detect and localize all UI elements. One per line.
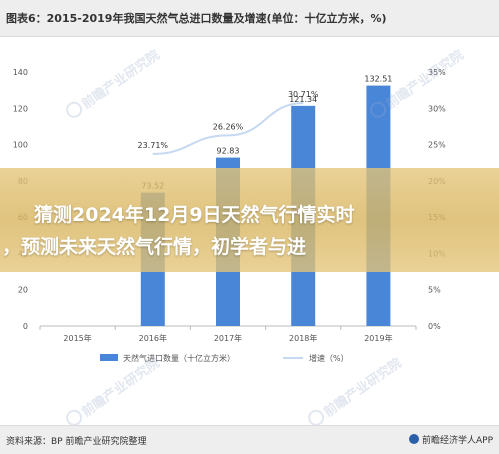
bar-value-label: 132.51 xyxy=(364,75,392,84)
x-tick-label: 2015年 xyxy=(63,333,91,343)
y-tick-label-right: 5% xyxy=(428,286,441,295)
y-tick-label-right: 0% xyxy=(428,322,441,331)
x-tick-label: 2017年 xyxy=(214,333,242,343)
y-tick-label-left: 0 xyxy=(23,322,28,331)
y-tick-label-left: 140 xyxy=(13,68,28,77)
y-tick-label-right: 35% xyxy=(428,68,446,77)
y-tick-label-left: 100 xyxy=(13,141,28,150)
x-tick-label: 2018年 xyxy=(289,333,317,343)
footer: 资料来源：BP 前瞻产业研究院整理 前瞻经济学人APP xyxy=(0,425,499,454)
chart-title: 图表6：2015-2019年我国天然气总进口数量及增速(单位：十亿立方米，%) xyxy=(6,12,387,25)
headline-line-1: 猜测2024年12月9日天然气行情实时 xyxy=(34,204,355,226)
y-tick-label-right: 30% xyxy=(428,104,446,113)
x-tick-label: 2019年 xyxy=(364,333,392,343)
y-tick-label-left: 20 xyxy=(18,286,28,295)
line-value-label: 26.26% xyxy=(213,122,244,131)
brand: 前瞻经济学人APP xyxy=(408,433,493,446)
y-tick-label-left: 120 xyxy=(13,104,28,113)
line-value-label: 23.71% xyxy=(138,141,169,150)
growth-rate-line xyxy=(152,102,304,155)
article-headline-overlay xyxy=(0,168,499,272)
line-value-label: 30.71% xyxy=(288,90,319,99)
legend-label-bar: 天然气进口数量（十亿立方米） xyxy=(123,353,235,363)
x-tick-label: 2016年 xyxy=(139,333,167,343)
headline-line-2: ，预测未来天然气行情，初学者与进 xyxy=(2,236,307,258)
y-tick-label-right: 25% xyxy=(428,141,446,150)
legend-label-line: 增速（%） xyxy=(309,353,349,363)
legend-bar-swatch xyxy=(100,354,118,361)
bar-value-label: 121.34 xyxy=(289,95,317,104)
brand-logo-icon xyxy=(408,434,419,444)
bar-value-label: 92.83 xyxy=(217,147,240,156)
source-note: 资料来源：BP 前瞻产业研究院整理 xyxy=(6,437,147,447)
title-bar: 图表6：2015-2019年我国天然气总进口数量及增速(单位：十亿立方米，%) xyxy=(0,0,499,37)
